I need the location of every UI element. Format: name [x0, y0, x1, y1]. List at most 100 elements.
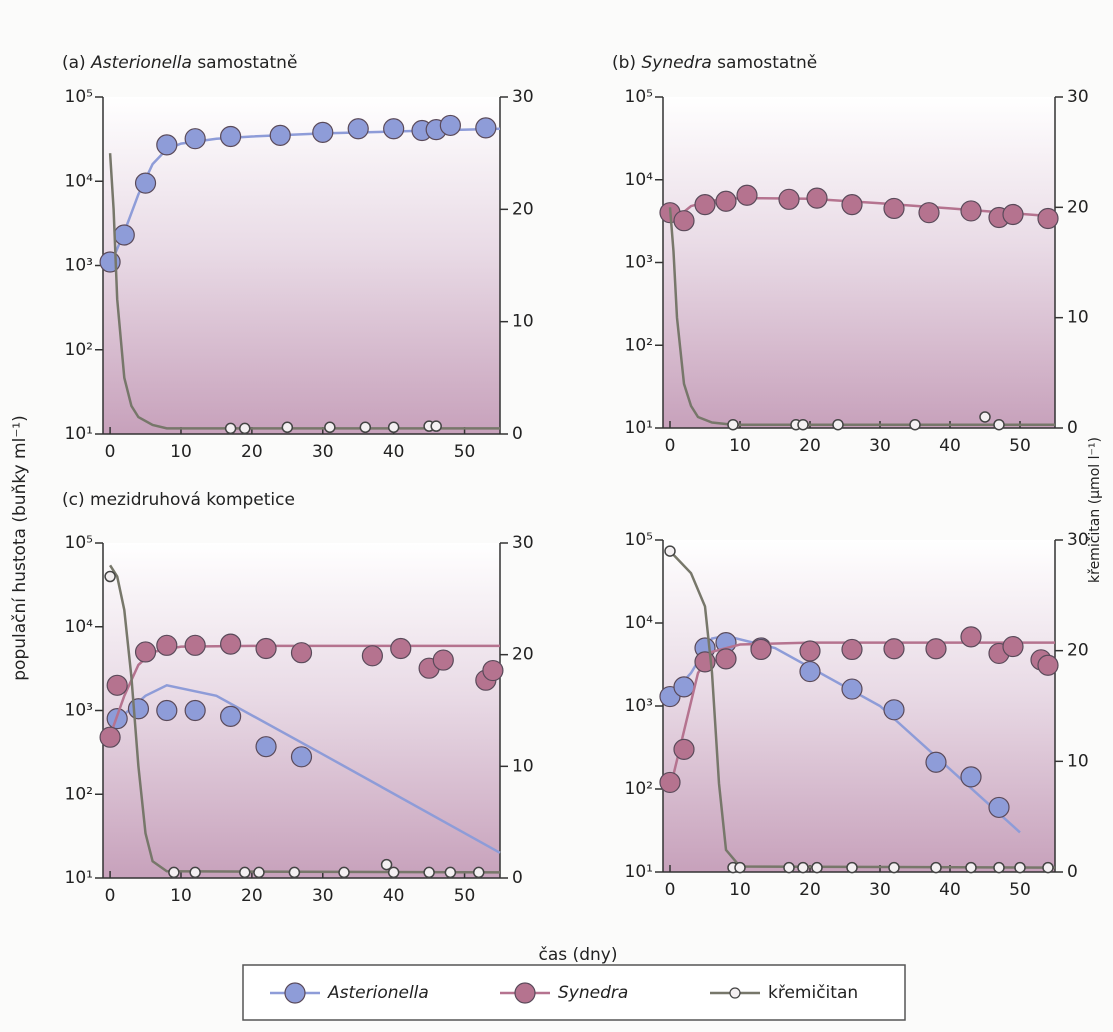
x-tick-label: 30 — [312, 442, 334, 462]
y2-tick-label: 0 — [1067, 418, 1078, 438]
data-point — [362, 646, 382, 666]
y2-tick-label: 10 — [512, 756, 534, 776]
data-point — [884, 639, 904, 659]
y2-tick-label: 30 — [1067, 530, 1089, 550]
data-point — [100, 727, 120, 747]
x-tick-label: 20 — [799, 436, 821, 456]
y-tick-label: 10⁴ — [625, 613, 654, 633]
data-point — [842, 679, 862, 699]
silicate-point — [728, 420, 738, 430]
y-tick-label: 10⁴ — [65, 617, 94, 637]
data-point — [256, 737, 276, 757]
data-point — [348, 119, 368, 139]
y-tick-label: 10³ — [625, 253, 653, 273]
data-point — [157, 135, 177, 155]
data-point — [185, 701, 205, 721]
silicate-point — [966, 863, 976, 873]
silicate-point — [735, 863, 745, 873]
x-tick-label: 40 — [383, 886, 405, 906]
silicate-point — [282, 422, 292, 432]
silicate-point — [240, 423, 250, 433]
panel-title: (c) mezidruhová kompetice — [62, 490, 295, 510]
y2-tick-label: 30 — [1067, 87, 1089, 107]
y-tick-label: 10² — [65, 340, 93, 360]
data-point — [292, 643, 312, 663]
y-axis-label: populační hustota (buňky ml⁻¹) — [10, 415, 30, 680]
data-point — [114, 225, 134, 245]
title-part: samostatně — [197, 53, 297, 73]
y-tick-label: 10¹ — [625, 418, 653, 438]
data-point — [1003, 637, 1023, 657]
silicate-point — [105, 572, 115, 582]
data-point — [926, 752, 946, 772]
silicate-point — [889, 863, 899, 873]
y2-tick-label: 20 — [512, 199, 534, 219]
x-tick-label: 20 — [241, 886, 263, 906]
x-axis-label: čas (dny) — [539, 945, 618, 965]
x-tick-label: 50 — [454, 442, 476, 462]
data-point — [926, 639, 946, 659]
data-point — [391, 638, 411, 658]
x-tick-label: 20 — [799, 880, 821, 900]
x-tick-label: 50 — [1009, 436, 1031, 456]
data-point — [1038, 209, 1058, 229]
silicate-point — [389, 422, 399, 432]
x-tick-label: 10 — [170, 886, 192, 906]
title-part: (a) — [62, 53, 86, 73]
data-point — [842, 195, 862, 215]
x-tick-label: 0 — [105, 886, 116, 906]
silicate-point — [226, 423, 236, 433]
silicate-point — [445, 867, 455, 877]
silicate-point — [254, 867, 264, 877]
y2-tick-label: 30 — [512, 87, 534, 107]
silicate-point — [240, 867, 250, 877]
silicate-point — [360, 422, 370, 432]
y-tick-label: 10² — [625, 335, 653, 355]
y-tick-label: 10¹ — [625, 862, 653, 882]
y-tick-label: 10¹ — [65, 868, 93, 888]
legend-label: křemičitan — [768, 983, 858, 1003]
legend-marker — [285, 983, 305, 1003]
x-tick-label: 0 — [105, 442, 116, 462]
silicate-point — [980, 412, 990, 422]
silicate-point — [1043, 863, 1053, 873]
y2-tick-label: 20 — [512, 645, 534, 665]
data-point — [884, 700, 904, 720]
y-tick-label: 10⁵ — [625, 530, 653, 550]
silicate-point — [910, 420, 920, 430]
x-tick-label: 30 — [869, 436, 891, 456]
silicate-point — [847, 863, 857, 873]
legend-marker — [730, 988, 740, 998]
y2-tick-label: 20 — [1067, 197, 1089, 217]
silicate-point — [798, 863, 808, 873]
data-point — [221, 634, 241, 654]
data-point — [157, 701, 177, 721]
data-point — [1003, 205, 1023, 225]
data-point — [1038, 655, 1058, 675]
x-tick-label: 50 — [1009, 880, 1031, 900]
data-point — [961, 201, 981, 221]
data-point — [185, 129, 205, 149]
data-point — [842, 639, 862, 659]
y2-axis-label: křemičitan (μmol l⁻¹) — [1087, 437, 1103, 583]
x-tick-label: 10 — [170, 442, 192, 462]
title-part: (c) — [62, 490, 85, 510]
title-part: Asterionella — [90, 53, 192, 73]
figure: populační hustota (buňky ml⁻¹) křemičita… — [0, 0, 1113, 1032]
silicate-point — [325, 422, 335, 432]
y-tick-label: 10⁵ — [625, 87, 653, 107]
data-point — [695, 195, 715, 215]
data-point — [737, 185, 757, 205]
y2-tick-label: 10 — [1067, 308, 1089, 328]
y-tick-label: 10³ — [625, 696, 653, 716]
legend-label: Asterionella — [327, 983, 429, 1003]
data-point — [961, 627, 981, 647]
silicate-point — [784, 863, 794, 873]
data-point — [107, 675, 127, 695]
data-point — [919, 203, 939, 223]
legend-marker — [515, 983, 535, 1003]
title-part: (b) — [612, 53, 636, 73]
data-point — [221, 706, 241, 726]
plot-area — [663, 540, 1055, 872]
data-point — [433, 650, 453, 670]
